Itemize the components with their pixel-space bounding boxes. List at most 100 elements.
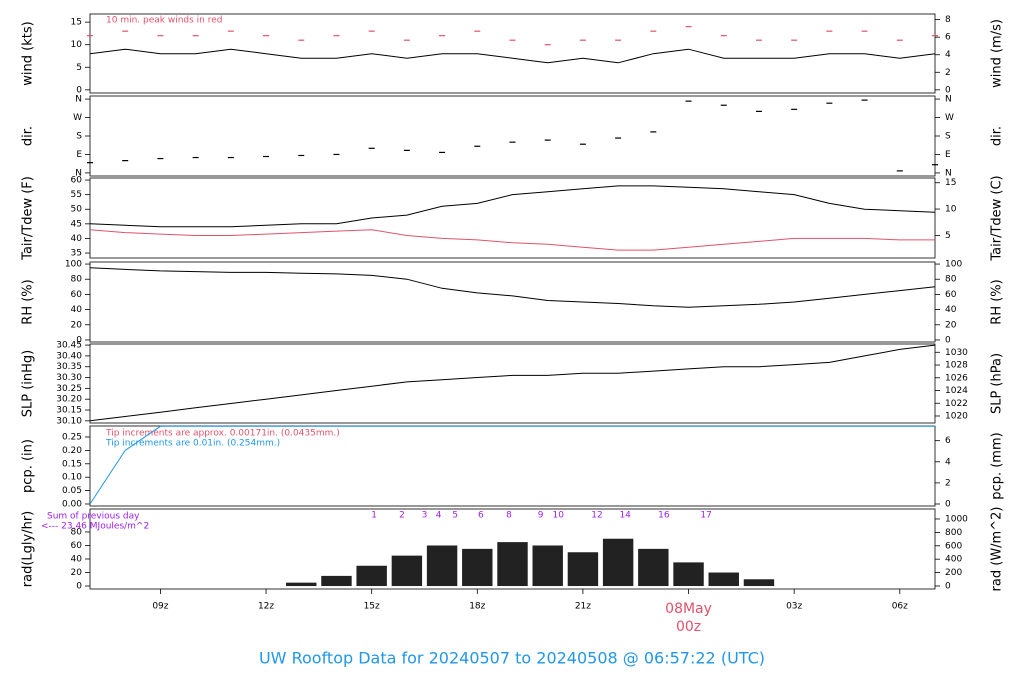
y-tick-label: S (76, 132, 82, 142)
hour-mark: 14 (619, 511, 631, 521)
y2-axis-label: Tair/Tdew (C) (990, 175, 1005, 261)
y2-tick-label: 2 (945, 478, 951, 488)
x-tick-label: 03z (786, 602, 802, 612)
hour-mark: 9 (538, 511, 544, 521)
y2-axis-label: rad (W/m^2) (990, 507, 1005, 592)
y2-tick-label: 2 (945, 68, 951, 78)
note: Tip increments are approx. 0.00171in. (0… (105, 429, 340, 439)
y2-tick-label: 800 (945, 528, 962, 538)
y2-axis-label: SLP (hPa) (990, 353, 1005, 414)
y-tick-label: 30.20 (56, 395, 82, 405)
hour-mark: 1 (371, 511, 377, 521)
y-tick-label: 30.35 (56, 362, 82, 372)
panel-frame (89, 508, 936, 590)
hour-mark: 6 (478, 511, 484, 521)
y-tick-label: 0 (76, 335, 82, 345)
y-axis-label: dir. (21, 126, 36, 146)
y-tick-label: N (75, 95, 82, 105)
panel-frame (89, 177, 936, 259)
y-tick-label: 30.40 (56, 351, 82, 361)
series-line (89, 425, 935, 505)
y-tick-label: N (75, 168, 82, 178)
y-tick-label: 30.45 (56, 341, 82, 351)
y2-tick-label: W (945, 113, 954, 123)
bar (497, 542, 528, 587)
hour-mark: 4 (436, 511, 442, 521)
bar (286, 582, 317, 587)
y-tick-label: 50 (71, 205, 83, 215)
y2-tick-label: 60 (945, 290, 957, 300)
x-tick-label: 00z (676, 619, 701, 635)
y2-axis-label: wind (m/s) (990, 19, 1005, 88)
series-line (89, 48, 936, 64)
y2-tick-label: 4 (945, 457, 951, 467)
bar (356, 565, 387, 587)
y-tick-label: 45 (71, 219, 82, 229)
bar (567, 552, 599, 587)
y-tick-label: 30.30 (56, 373, 82, 383)
y-tick-label: 0.20 (62, 446, 82, 456)
y2-tick-label: 1030 (945, 348, 968, 358)
bar (426, 545, 458, 587)
y-tick-label: 100 (65, 260, 82, 270)
y-tick-label: 0.00 (62, 499, 82, 509)
y2-axis-label: pcp. (mm) (990, 432, 1005, 499)
bar (321, 575, 352, 587)
y-tick-label: 0.15 (62, 459, 82, 469)
hour-mark: 10 (553, 511, 565, 521)
hour-mark: 17 (700, 511, 711, 521)
y2-tick-label: 200 (945, 568, 962, 578)
y-tick-label: 0.05 (62, 486, 82, 496)
y-tick-label: 0.10 (62, 473, 82, 483)
x-tick-label: 06z (892, 602, 908, 612)
y-tick-label: 30.25 (56, 384, 82, 394)
y2-tick-label: 10 (945, 205, 957, 215)
y-axis-label: pcp. (in) (21, 439, 36, 493)
y2-tick-label: 1024 (945, 386, 968, 396)
bar (743, 579, 775, 587)
y2-tick-label: 15 (945, 178, 956, 188)
note: Sum of previous day (47, 512, 140, 522)
y2-tick-label: 40 (945, 305, 957, 315)
bar (673, 562, 704, 587)
y-tick-label: 20 (71, 568, 83, 578)
y-axis-label: wind (kts) (21, 21, 36, 85)
y-tick-label: E (76, 150, 82, 160)
x-tick-label: 21z (575, 602, 591, 612)
y2-tick-label: 0 (945, 499, 951, 509)
bar (462, 548, 493, 587)
y2-tick-label: S (945, 132, 951, 142)
y2-axis-label: RH (%) (990, 279, 1005, 324)
y2-tick-label: 100 (945, 260, 962, 270)
y2-tick-label: 80 (945, 275, 957, 285)
y2-tick-label: 20 (945, 320, 957, 330)
y-axis-label: Tair/Tdew (F) (21, 176, 36, 261)
y-tick-label: 0 (76, 85, 82, 95)
panel-frame (89, 95, 936, 177)
y-tick-label: 60 (71, 176, 83, 186)
bar (638, 548, 669, 587)
series-line (89, 344, 936, 422)
y2-tick-label: 400 (945, 555, 962, 565)
bar (708, 572, 739, 587)
y-axis-label: RH (%) (21, 279, 36, 324)
y2-tick-label: 8 (945, 15, 951, 25)
footer-title: UW Rooftop Data for 20240507 to 20240508… (259, 649, 765, 668)
bar (602, 538, 634, 587)
y2-tick-label: N (945, 168, 952, 178)
hour-mark: 16 (658, 511, 670, 521)
y-tick-label: 5 (76, 63, 82, 73)
y2-tick-label: 0 (945, 581, 951, 591)
y-tick-label: 35 (71, 249, 82, 259)
panel-frame (89, 13, 936, 94)
series-line (89, 185, 936, 228)
y2-tick-label: E (945, 150, 951, 160)
hour-mark: 12 (591, 511, 602, 521)
y2-tick-label: 1026 (945, 373, 968, 383)
y-tick-label: 10 (71, 40, 83, 50)
y-tick-label: 80 (71, 275, 83, 285)
y2-tick-label: 4 (945, 50, 951, 60)
y2-tick-label: 1028 (945, 361, 968, 371)
x-tick-label: 12z (258, 602, 274, 612)
